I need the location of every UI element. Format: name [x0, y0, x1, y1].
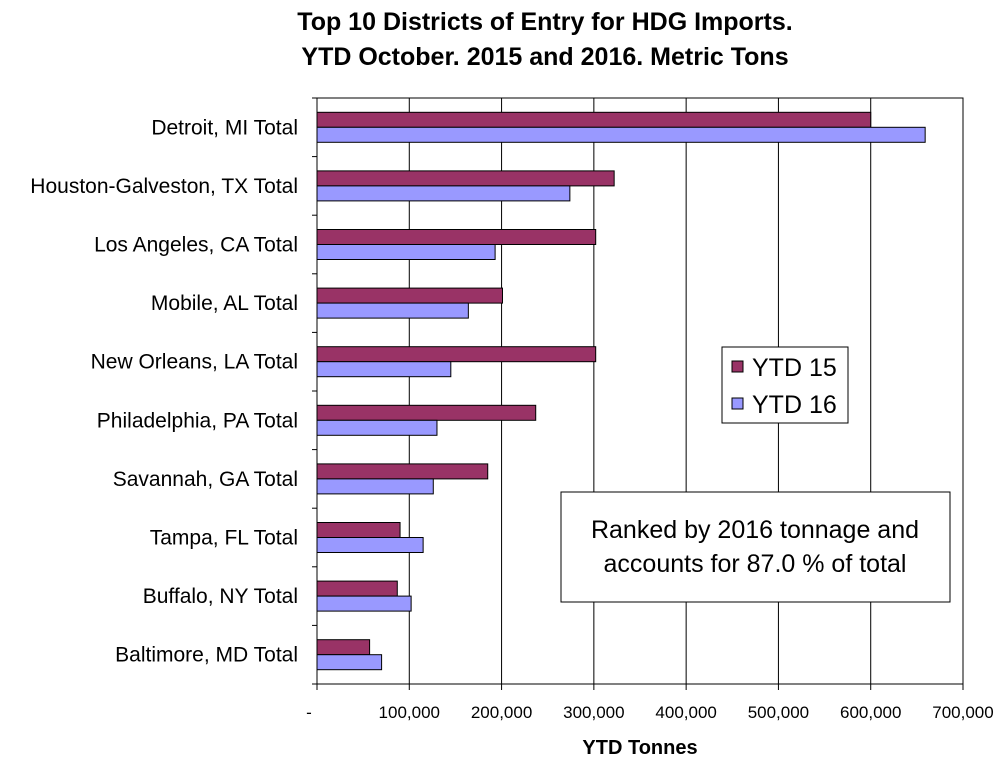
annotation-line-2: accounts for 87.0 % of total [604, 550, 907, 578]
category-label-9: Baltimore, MD Total [115, 644, 298, 667]
legend-swatch-ytd15 [731, 360, 744, 373]
bar-ytd15-3 [316, 287, 503, 304]
category-label-0: Detroit, MI Total [151, 116, 298, 139]
category-label-1: Houston-Galveston, TX Total [30, 175, 298, 198]
x-tick-label-7: 700,000 [932, 703, 993, 722]
annotation-box: Ranked by 2016 tonnage and accounts for … [560, 491, 951, 603]
bar-ytd15-6 [316, 463, 489, 480]
bar-ytd16-5 [316, 419, 438, 436]
chart-title-line-2: YTD October. 2015 and 2016. Metric Tons [301, 43, 788, 71]
bar-ytd15-9 [316, 639, 371, 656]
legend: YTD 15 YTD 16 [721, 346, 849, 424]
bar-ytd15-7 [316, 522, 401, 538]
x-axis-title: YTD Tonnes [582, 737, 697, 758]
legend-label-ytd16: YTD 16 [752, 391, 837, 419]
bar-ytd15-8 [316, 580, 398, 597]
category-label-7: Tampa, FL Total [150, 527, 298, 550]
annotation-line-1: Ranked by 2016 tonnage and [591, 516, 919, 544]
bar-ytd16-0 [316, 126, 926, 143]
axes [312, 97, 964, 690]
bar-ytd16-9 [316, 654, 383, 671]
x-tick-label-4: 400,000 [655, 703, 716, 722]
legend-box [721, 346, 849, 424]
bar-ytd16-7 [316, 537, 424, 553]
category-label-4: New Orleans, LA Total [91, 351, 298, 374]
x-tick-label-2: 200,000 [471, 703, 532, 722]
bar-ytd15-1 [316, 170, 615, 187]
bar-ytd15-5 [316, 404, 537, 421]
bar-ytd16-1 [316, 185, 571, 202]
bar-ytd16-2 [316, 244, 496, 260]
bar-ytd16-6 [316, 478, 434, 495]
category-label-3: Mobile, AL Total [151, 292, 298, 315]
bar-ytd15-0 [316, 111, 872, 128]
x-tick-label-0: - [306, 703, 312, 722]
x-tick-labels: - 100,000 200,000 300,000 400,000 500,000 600,… [306, 703, 994, 722]
bar-ytd15-2 [316, 229, 597, 245]
x-tick-label-5: 500,000 [748, 703, 809, 722]
x-tick-label-3: 300,000 [563, 703, 624, 722]
bar-ytd16-8 [316, 595, 412, 612]
legend-label-ytd15: YTD 15 [752, 354, 837, 382]
category-labels: Detroit, MI Total Houston-Galveston, TX T… [30, 116, 298, 666]
bar-ytd16-3 [316, 302, 469, 319]
chart-title-line-1: Top 10 Districts of Entry for HDG Import… [297, 8, 792, 36]
bar-ytd16-4 [316, 361, 452, 378]
category-label-6: Savannah, GA Total [113, 468, 298, 491]
bars [316, 111, 926, 671]
category-label-5: Philadelphia, PA Total [97, 409, 298, 432]
x-tick-label-1: 100,000 [379, 703, 440, 722]
category-label-8: Buffalo, NY Total [143, 585, 298, 608]
legend-swatch-ytd16 [731, 397, 744, 410]
bar-ytd15-4 [316, 346, 597, 363]
x-tick-label-6: 600,000 [840, 703, 901, 722]
category-label-2: Los Angeles, CA Total [94, 234, 298, 257]
